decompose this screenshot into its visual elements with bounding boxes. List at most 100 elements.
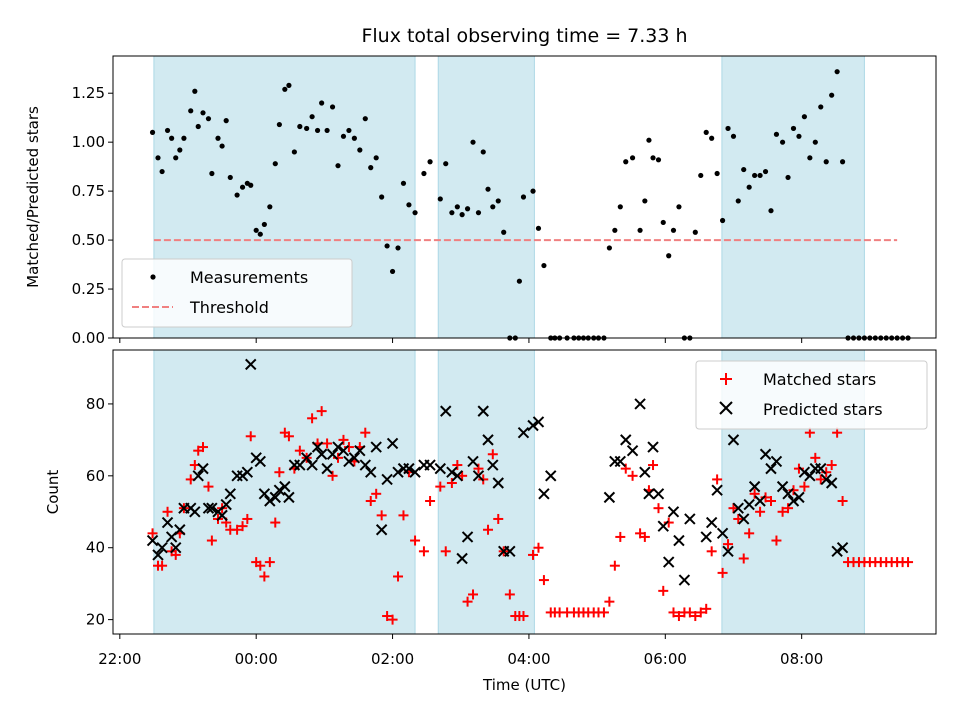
measurement-point (149, 129, 156, 135)
predicted-star-point (273, 484, 286, 496)
measurement-point (752, 172, 758, 179)
shaded-band-1 (437, 55, 535, 339)
matched-star-point (673, 611, 684, 622)
measurement-point (368, 165, 374, 171)
predicted-star-point (321, 462, 333, 475)
top-plot-marks (149, 69, 911, 341)
matched-star-point (903, 557, 914, 568)
predicted-star-point (264, 495, 276, 507)
predicted-star-point (727, 434, 740, 446)
x-tick-label: 04:00 (507, 650, 550, 668)
measurement-point (606, 245, 612, 251)
x-tick-label: 08:00 (780, 650, 823, 668)
top-y-ticks: 0.00 0.25 0.50 0.75 1.00 1.25 (72, 84, 113, 347)
measurement-point (227, 174, 233, 181)
predicted-star-point (603, 491, 616, 504)
measurement-point (324, 127, 330, 134)
matched-star-point (203, 481, 214, 492)
measurement-point (660, 219, 666, 226)
predicted-star-point (375, 524, 388, 536)
measurement-point (779, 139, 786, 145)
predicted-star-point (161, 516, 174, 529)
measurement-point (384, 243, 390, 249)
predicted-star-point (206, 502, 218, 514)
measurement-point (790, 125, 797, 132)
predicted-star-point (311, 441, 324, 453)
matched-star-point (706, 546, 717, 557)
matched-star-point (376, 510, 387, 521)
predicted-star-point (254, 455, 266, 468)
measurement-point (714, 170, 720, 177)
measurement-point (286, 82, 292, 88)
matched-star-point (615, 531, 626, 542)
predicted-star-point (300, 452, 313, 464)
matched-star-point (765, 495, 776, 506)
predicted-star-point (354, 444, 366, 457)
predicted-star-point (451, 470, 464, 482)
matched-star-point (162, 506, 173, 517)
predicted-star-point (504, 545, 516, 558)
measurement-point (406, 202, 412, 208)
matched-star-point (206, 535, 217, 546)
legend-threshold-label: Threshold (189, 298, 269, 317)
measurement-point (223, 118, 229, 124)
measurement-point (314, 127, 321, 134)
predicted-star-point (269, 491, 281, 504)
predicted-star-point (663, 556, 675, 568)
measurement-point (741, 166, 747, 173)
measurement-point (169, 135, 175, 141)
measurement-point (276, 121, 282, 128)
predicted-star-point (279, 480, 291, 493)
matched-star-point (701, 603, 712, 614)
matched-star-point (538, 575, 549, 586)
measurement-point (192, 88, 198, 94)
predicted-star-point (815, 462, 827, 475)
top-x-ticks (119, 338, 803, 343)
measurement-point (261, 221, 267, 228)
predicted-star-point (517, 426, 530, 439)
matched-star-point (609, 560, 620, 571)
measurement-point (823, 159, 829, 165)
matched-star-point (733, 513, 744, 524)
predicted-star-point (434, 462, 446, 475)
matched-star-point (237, 521, 248, 532)
matched-star-point (533, 542, 544, 553)
matched-star-point (717, 567, 728, 578)
predicted-star-point (527, 419, 539, 432)
measurement-point (516, 278, 522, 284)
matched-star-point (684, 607, 695, 618)
measurement-point (412, 210, 418, 216)
measurement-point (762, 168, 769, 175)
measurement-point (389, 268, 396, 275)
measurement-point (188, 108, 194, 114)
measurement-point (304, 125, 310, 132)
measurement-point (205, 116, 212, 122)
matched-star-point (425, 495, 436, 506)
bottom-y-ticks: 20 40 60 80 (86, 395, 113, 629)
matched-star-point (360, 427, 371, 438)
measurement-point (267, 204, 273, 210)
matched-star-point (259, 571, 270, 582)
measurement-point (239, 184, 246, 190)
predicted-star-point (793, 491, 805, 504)
measurement-point (195, 123, 201, 130)
predicted-star-point (626, 444, 639, 457)
measurement-point (173, 155, 179, 161)
matched-star-point (371, 488, 382, 499)
matched-star-point (393, 571, 404, 582)
matched-star-point (264, 557, 275, 568)
measurement-point (495, 198, 501, 204)
y-tick-label: 20 (86, 611, 105, 629)
bottom-x-ticks: 22:00 00:00 02:00 04:00 06:00 08:00 (98, 634, 823, 668)
matched-star-point (653, 503, 664, 514)
matched-star-point (744, 528, 755, 539)
predicted-star-point (386, 437, 399, 450)
matched-star-point (487, 449, 498, 460)
top-y-axis-label: Matched/Predicted stars (24, 106, 42, 288)
measurement-point (490, 204, 496, 210)
measurement-point (357, 147, 363, 153)
legend-matched-label: Matched stars (763, 370, 876, 389)
measurement-point (351, 135, 357, 141)
predicted-star-point (678, 574, 691, 586)
matched-star-point (333, 452, 344, 463)
